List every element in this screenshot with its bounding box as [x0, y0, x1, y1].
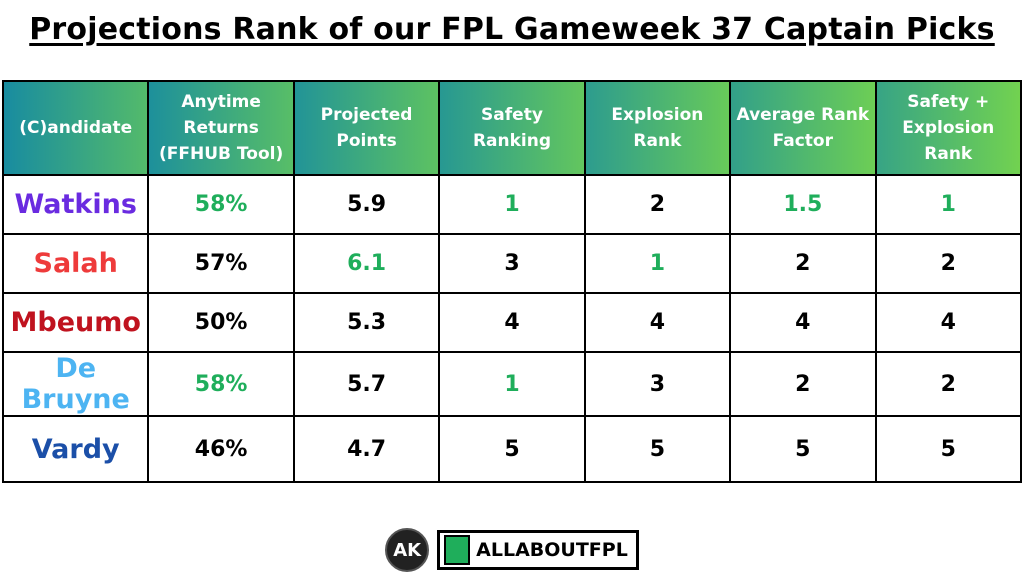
table-cell: 46%	[147, 415, 295, 483]
column-header: Explosion Rank	[583, 80, 732, 176]
title: Projections Rank of our FPL Gameweek 37 …	[29, 12, 995, 47]
table-cell: 4.7	[292, 415, 441, 483]
table-row: Watkins 58% 5.9 1 2 1.5 1	[1, 174, 1023, 235]
column-header: Projected Points	[292, 80, 441, 176]
brand-name: ALLABOUTFPL	[476, 539, 628, 561]
table-cell: 5	[729, 415, 877, 483]
table-row: Salah 57% 6.1 3 1 2 2	[1, 233, 1023, 294]
table-cell: 2	[729, 233, 877, 294]
table-cell: 57%	[147, 233, 295, 294]
table-cell: 2	[874, 351, 1023, 417]
table-cell: 6.1	[292, 233, 441, 294]
candidate-name: Salah	[1, 233, 150, 294]
table-cell: 58%	[147, 351, 295, 417]
table-cell: 2	[874, 233, 1023, 294]
table-body: Watkins 58% 5.9 1 2 1.5 1 Salah 57% 6.1 3 1 2 2 Mbeumo…	[1, 174, 1023, 483]
table-cell: 3	[438, 233, 586, 294]
table-cell: 2	[583, 174, 732, 235]
table-cell: 5.9	[292, 174, 441, 235]
candidate-name: Watkins	[1, 174, 150, 235]
column-header: Anytime Returns (FFHUB Tool)	[147, 80, 295, 176]
table-row: De Bruyne 58% 5.7 1 3 2 2	[1, 351, 1023, 417]
table-cell: 50%	[147, 292, 295, 353]
column-header: Average Rank Factor	[729, 80, 877, 176]
footer: AK ALLABOUTFPL	[0, 528, 1024, 572]
table-cell: 5	[874, 415, 1023, 483]
candidate-name: Mbeumo	[1, 292, 150, 353]
table-cell: 5.7	[292, 351, 441, 417]
header-row: (C)andidate Anytime Returns (FFHUB Tool) P…	[1, 80, 1023, 176]
table-row: Mbeumo 50% 5.3 4 4 4 4	[1, 292, 1023, 353]
table-cell: 4	[583, 292, 732, 353]
table-cell: 1	[438, 174, 586, 235]
column-header: Safety Ranking	[438, 80, 586, 176]
table-cell: 5	[583, 415, 732, 483]
table-cell: 58%	[147, 174, 295, 235]
table-cell: 1	[583, 233, 732, 294]
candidate-name: Vardy	[1, 415, 150, 483]
candidate-name: De Bruyne	[1, 351, 150, 417]
table-cell: 1.5	[729, 174, 877, 235]
brand-icon	[444, 535, 471, 565]
table-cell: 4	[729, 292, 877, 353]
logo-mark: AK	[385, 528, 430, 572]
table-cell: 1	[874, 174, 1023, 235]
table-cell: 4	[438, 292, 586, 353]
table-cell: 4	[874, 292, 1023, 353]
captain-table: (C)andidate Anytime Returns (FFHUB Tool) P…	[1, 80, 1023, 483]
table-cell: 5.3	[292, 292, 441, 353]
table-cell: 3	[583, 351, 732, 417]
column-header: Safety + Explosion Rank	[874, 80, 1023, 176]
brand-logo: ALLABOUTFPL	[437, 530, 639, 570]
table-row: Vardy 46% 4.7 5 5 5 5	[1, 415, 1023, 483]
column-header: (C)andidate	[1, 80, 150, 176]
table-cell: 5	[438, 415, 586, 483]
table-cell: 2	[729, 351, 877, 417]
table-cell: 1	[438, 351, 586, 417]
